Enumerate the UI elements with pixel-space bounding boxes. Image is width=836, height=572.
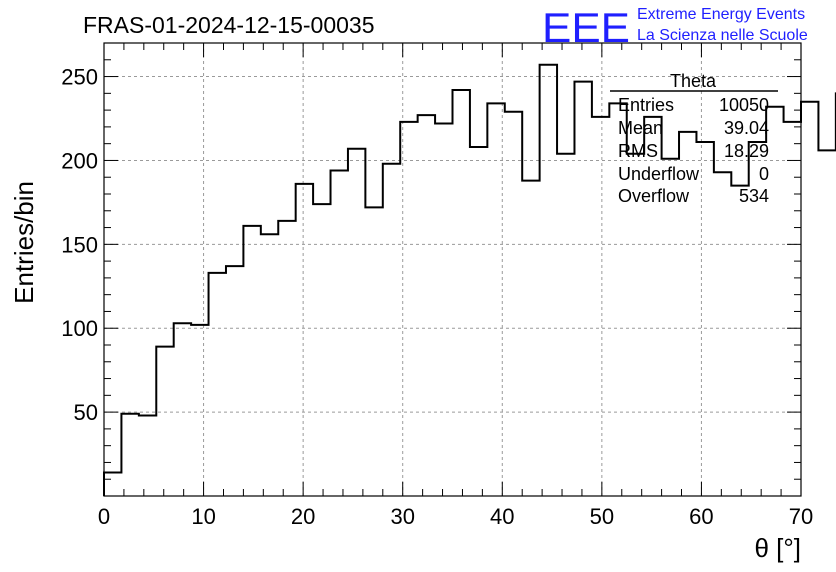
x-tick-label-60: 60: [689, 504, 713, 529]
histogram-bin-26: [557, 154, 574, 496]
chart-title: FRAS-01-2024-12-15-00035: [83, 12, 375, 38]
stats-label-underflow: Underflow: [618, 164, 700, 184]
histogram-bin-2: [139, 415, 156, 496]
histogram-bin-16: [383, 164, 400, 496]
histogram-bin-10: [278, 221, 295, 496]
logo-line-1: Extreme Energy Events: [637, 6, 805, 23]
ticks: 0 10 20 30 40 50 60 70 50 100 150 200 250: [61, 42, 813, 529]
x-tick-label-0: 0: [98, 504, 110, 529]
logo-line-2: La Scienza nelle Scuole: [637, 27, 808, 44]
stats-value-underflow: 0: [759, 164, 769, 184]
histogram-bin-41: [818, 150, 835, 496]
x-tick-label-70: 70: [789, 504, 813, 529]
histogram-bin-39: [784, 122, 801, 496]
x-tick-label-10: 10: [191, 504, 215, 529]
logo-letters: EEE: [542, 4, 630, 51]
histogram-bin-17: [400, 122, 417, 496]
histogram-bin-20: [453, 90, 470, 496]
grid: [104, 43, 801, 496]
histogram-bin-4: [174, 323, 191, 496]
stats-label-rms: RMS: [618, 141, 658, 161]
y-tick-label-100: 100: [61, 316, 98, 341]
stats-label-entries: Entries: [618, 95, 674, 115]
histogram-bin-40: [801, 102, 818, 496]
x-tick-label-50: 50: [590, 504, 614, 529]
histogram-bin-8: [243, 226, 260, 496]
histogram-bin-7: [226, 266, 243, 496]
histogram-bin-25: [540, 65, 557, 496]
histogram-bin-14: [348, 149, 365, 496]
y-tick-label-150: 150: [61, 232, 98, 257]
histogram-bin-13: [331, 171, 348, 496]
histogram-layer: [103, 63, 836, 496]
histogram-bin-34: [696, 142, 713, 496]
histogram-bin-21: [470, 147, 487, 496]
stats-value-overflow: 534: [739, 186, 769, 206]
x-tick-label-30: 30: [390, 504, 414, 529]
histogram-bin-9: [261, 234, 278, 496]
stats-label-mean: Mean: [618, 118, 663, 138]
histogram-bin-3: [156, 347, 173, 496]
histogram-bin-22: [487, 103, 504, 496]
histogram-bin-24: [522, 181, 539, 496]
histogram-bin-15: [365, 207, 382, 496]
stats-value-rms: 18.29: [724, 141, 769, 161]
y-tick-label-50: 50: [74, 400, 98, 425]
y-tick-label-200: 200: [61, 148, 98, 173]
axes: [103, 42, 802, 497]
histogram-bin-32: [662, 159, 679, 496]
stats-label-overflow: Overflow: [618, 186, 690, 206]
eee-logo: EEE Extreme Energy Events La Scienza nel…: [542, 4, 808, 51]
y-tick-label-250: 250: [61, 65, 98, 90]
histogram-bin-12: [313, 204, 330, 496]
stats-value-entries: 10050: [719, 95, 769, 115]
stats-title: Theta: [670, 71, 717, 91]
histogram-bin-6: [209, 273, 226, 496]
histogram-bin-1: [121, 414, 138, 496]
histogram-bin-28: [592, 117, 609, 496]
plot-frame: [103, 42, 802, 497]
histogram-bin-36: [731, 186, 748, 496]
histogram-bin-18: [418, 115, 435, 496]
histogram-bin-35: [714, 172, 731, 496]
histogram-bin-0: [104, 473, 121, 496]
histogram-bin-11: [296, 184, 313, 496]
histogram-bin-23: [505, 112, 522, 496]
histogram-outline: [103, 63, 836, 496]
x-tick-label-20: 20: [291, 504, 315, 529]
x-tick-label-40: 40: [490, 504, 514, 529]
stats-value-mean: 39.04: [724, 118, 769, 138]
histogram-bin-27: [574, 82, 591, 496]
y-axis-label: Entries/bin: [9, 181, 39, 304]
histogram-bin-19: [435, 124, 452, 496]
x-axis-label: θ [°]: [754, 533, 801, 563]
histogram-bin-5: [191, 325, 208, 496]
histogram-bin-29: [609, 103, 626, 496]
stats-box: Theta Entries 10050 Mean 39.04 RMS 18.29…: [610, 71, 778, 206]
